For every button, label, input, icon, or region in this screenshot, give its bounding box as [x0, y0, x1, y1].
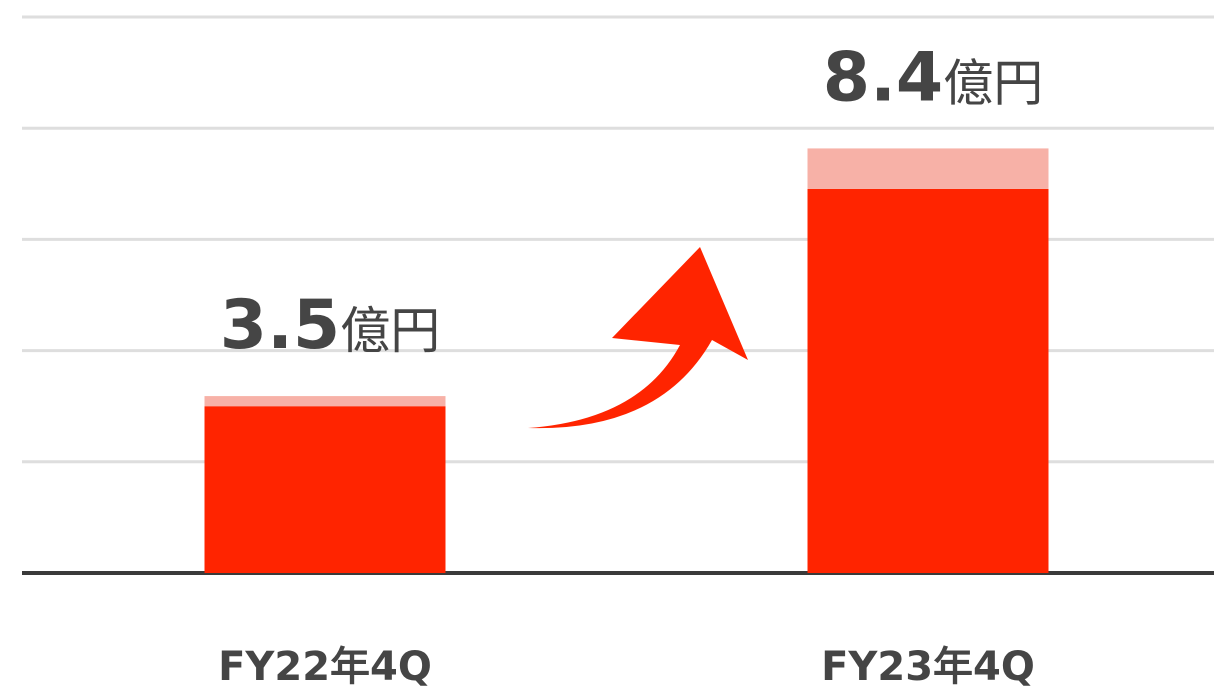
value-label: 3.5億円 [220, 286, 440, 365]
bar-segment [204, 396, 446, 407]
bar-segment [807, 188, 1049, 573]
value-number: 3.5 [220, 286, 340, 365]
value-number: 8.4 [823, 38, 943, 117]
value-unit: 億円 [340, 302, 440, 360]
bar-segment [204, 406, 446, 573]
value-label: 8.4億円 [823, 38, 1043, 117]
bar-segment [807, 148, 1049, 189]
value-unit: 億円 [943, 54, 1043, 112]
bars [204, 148, 1049, 573]
x-tick-label: FY23年4Q [821, 644, 1035, 690]
growth-arrow [528, 247, 748, 429]
x-tick-label: FY22年4Q [218, 644, 432, 690]
